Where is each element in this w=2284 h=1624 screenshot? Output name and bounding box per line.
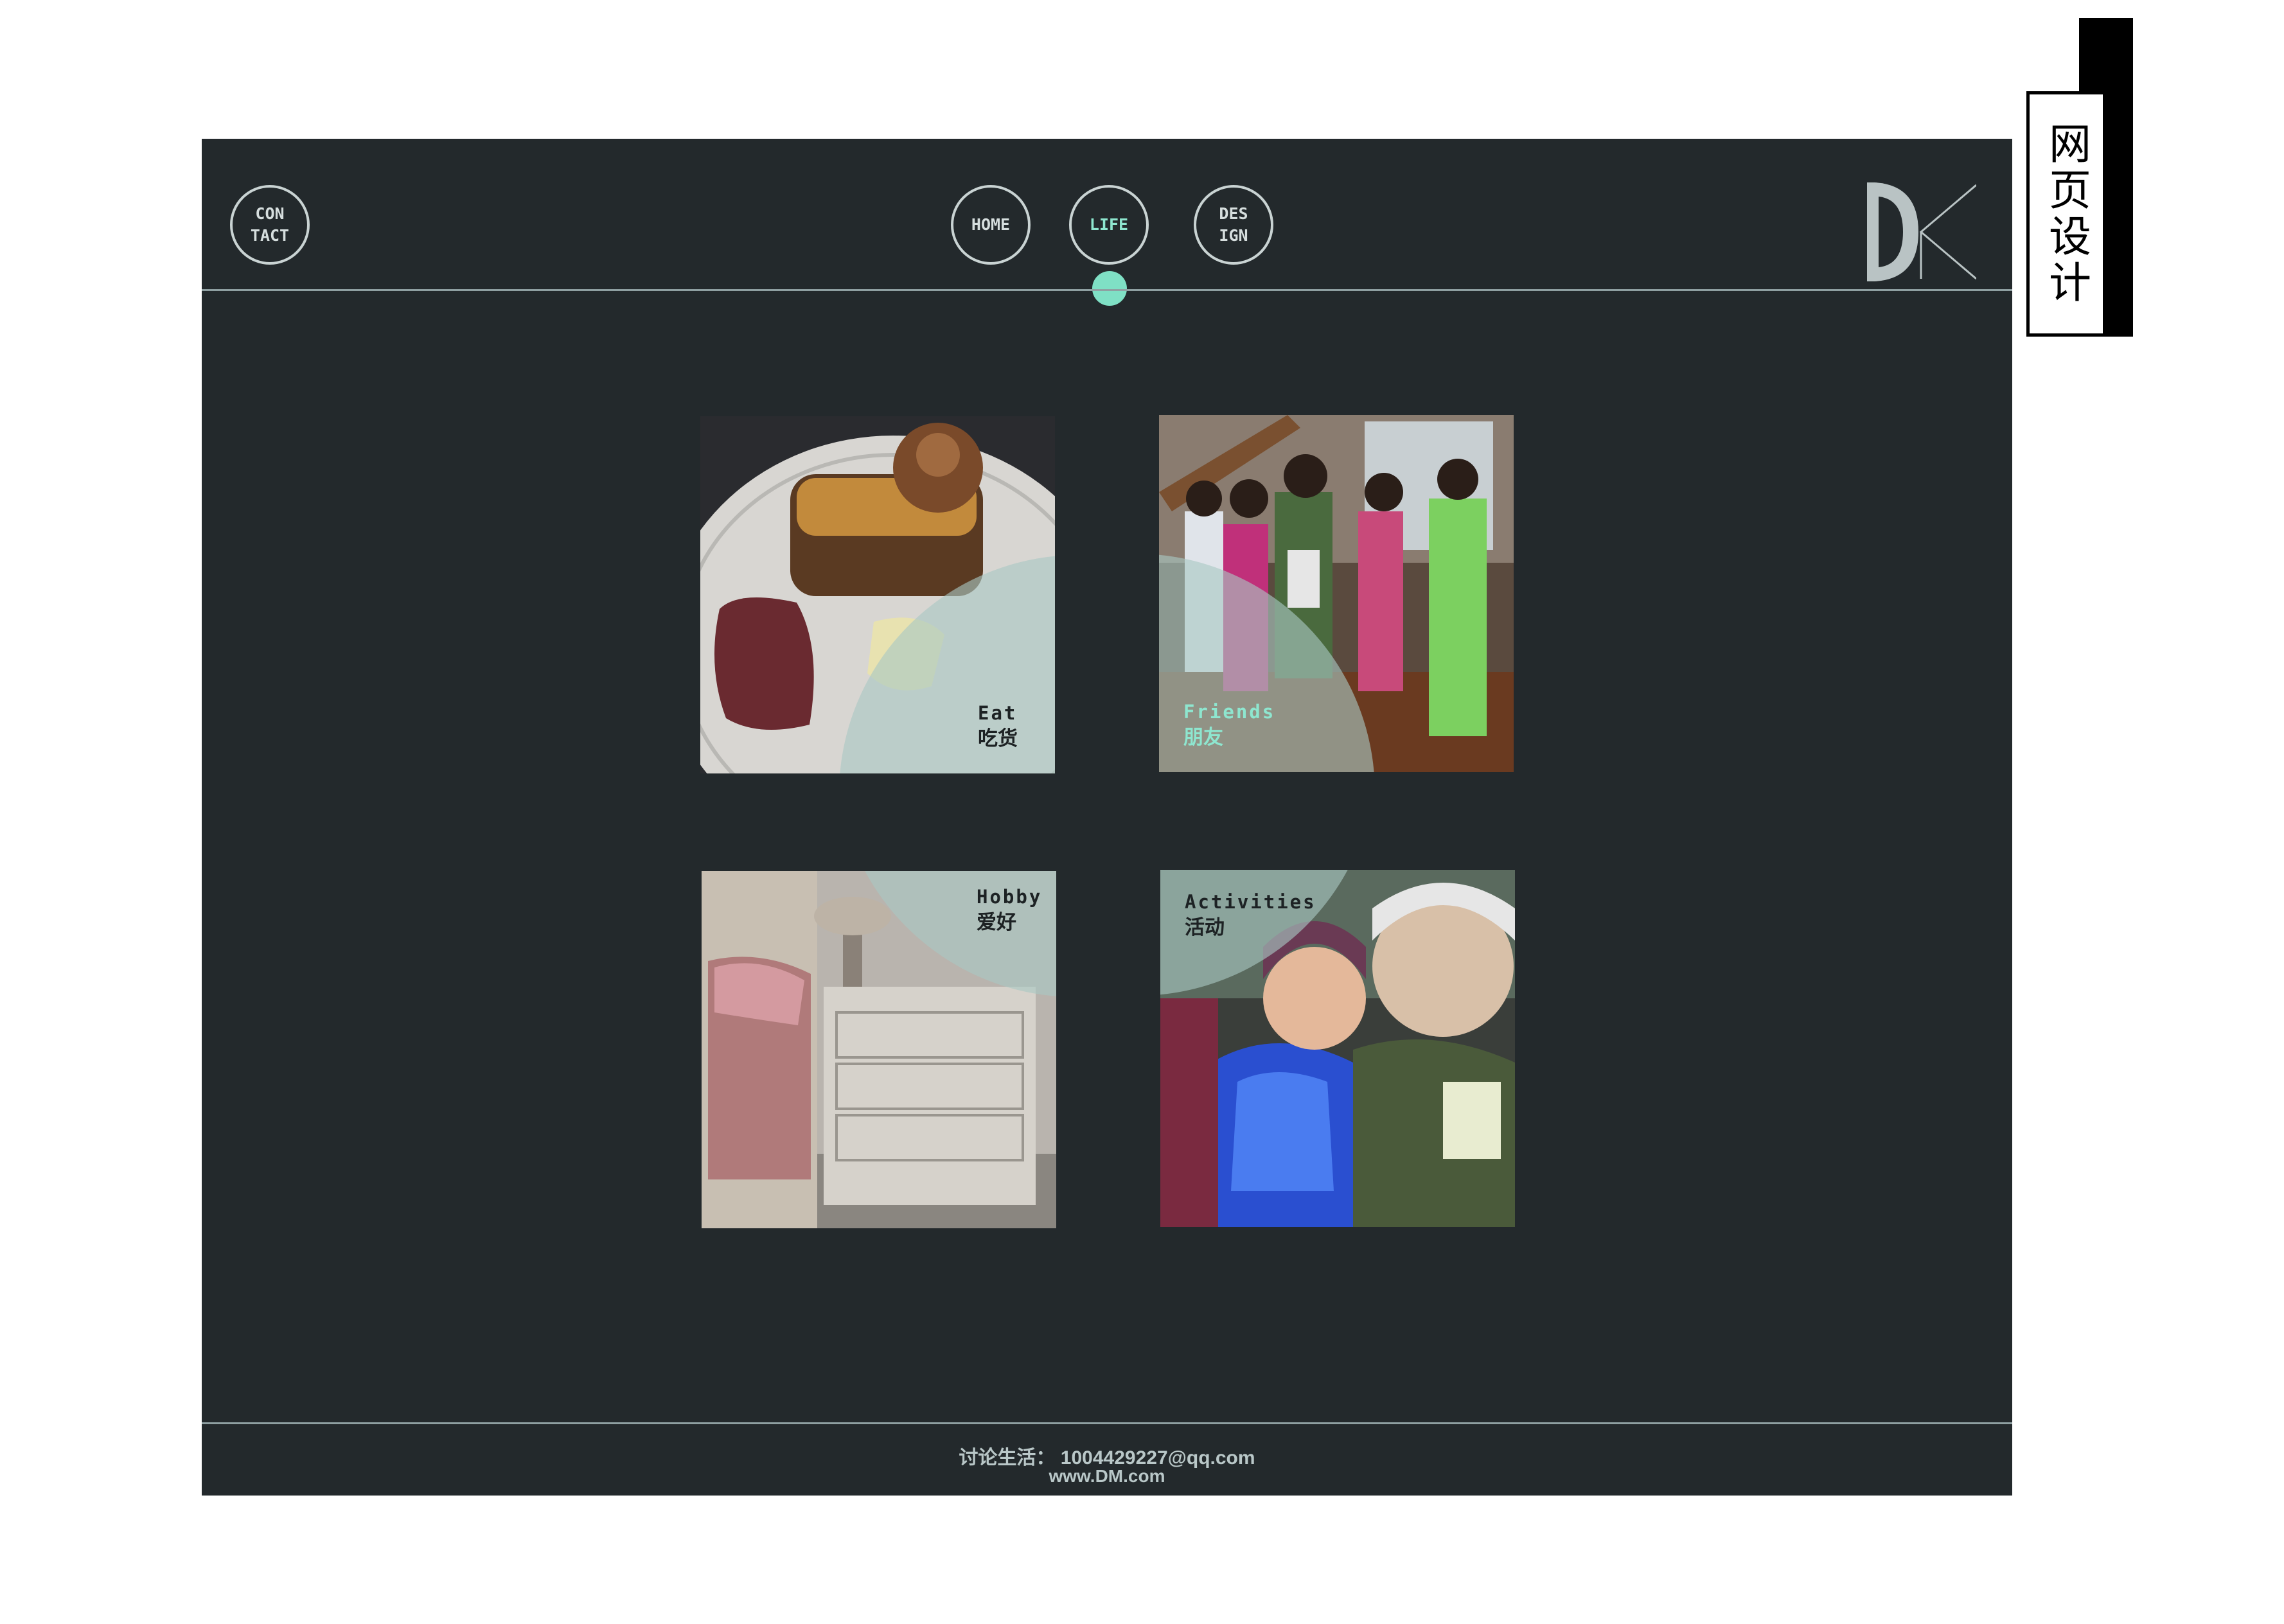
tile-hobby-title-en: Hobby: [977, 886, 1043, 908]
footer-divider: [202, 1422, 2012, 1424]
nav-contact-button[interactable]: CON TACT: [230, 185, 310, 265]
tile-friends-title-cn: 朋友: [1183, 725, 1223, 749]
footer-contact: 讨论生活： 1004429227@qq.com: [202, 1442, 2012, 1470]
tile-eat-title-en: Eat: [978, 702, 1018, 724]
nav-design-button[interactable]: DES IGN: [1194, 185, 1273, 265]
tile-eat-title-cn: 吃货: [978, 727, 1018, 750]
website-frame: CON TACT HOME LIFE DES IGN Eat 吃货: [202, 139, 2012, 1496]
tile-eat-label: Eat 吃货: [978, 702, 1018, 752]
tile-activities-label: Activities 活动: [1185, 890, 1316, 940]
bedroom-photo: [702, 871, 1056, 1228]
active-nav-indicator: [1092, 271, 1127, 306]
tile-friends-label: Friends 朋友: [1183, 700, 1275, 750]
dm-logo-icon[interactable]: [1867, 182, 1976, 281]
footer-contact-label: 讨论生活：: [959, 1447, 1056, 1469]
tile-activities-title-cn: 活动: [1185, 915, 1225, 939]
header-divider: [202, 289, 2012, 291]
tile-friends-title-en: Friends: [1183, 701, 1276, 723]
side-label-text: 网页设计: [2042, 121, 2091, 306]
tile-hobby-title-cn: 爱好: [977, 910, 1016, 934]
tile-activities[interactable]: Activities 活动: [1160, 870, 1515, 1227]
tile-eat[interactable]: Eat 吃货: [700, 416, 1055, 773]
tile-friends[interactable]: Friends 朋友: [1159, 415, 1514, 772]
footer-email-link[interactable]: 1004429227@qq.com: [1060, 1447, 1255, 1469]
side-label: 网页设计: [2026, 91, 2106, 337]
tile-hobby[interactable]: Hobby 爱好: [702, 871, 1056, 1228]
tile-activities-title-en: Activities: [1185, 891, 1316, 913]
nav-life-button[interactable]: LIFE: [1069, 185, 1149, 265]
footer-website-link[interactable]: www.DM.com: [1049, 1466, 1165, 1486]
tile-hobby-label: Hobby 爱好: [977, 885, 1042, 935]
nav-home-button[interactable]: HOME: [951, 185, 1031, 265]
